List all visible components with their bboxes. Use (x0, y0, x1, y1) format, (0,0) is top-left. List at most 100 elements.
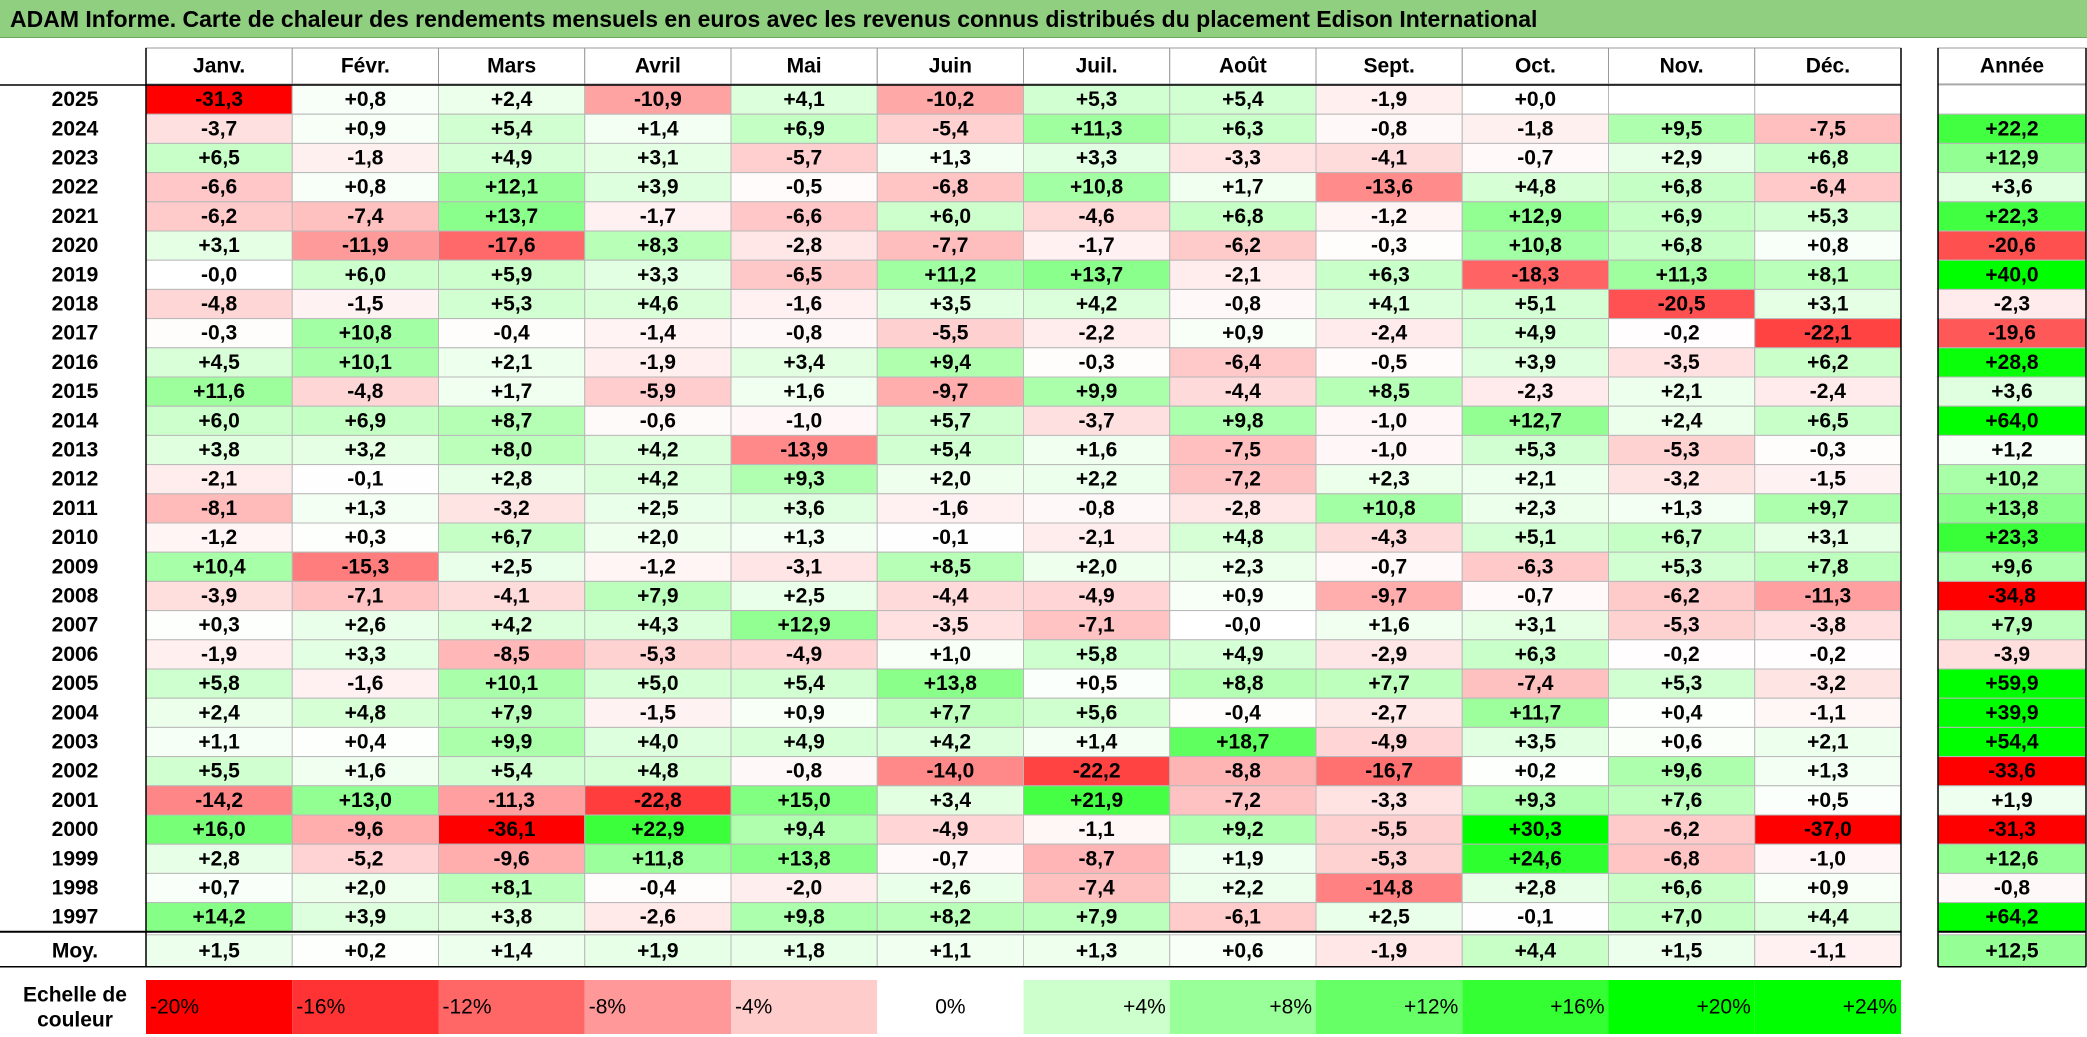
heatmap-cell (584, 376, 732, 407)
heatmap-cell-value: -1,6 (786, 293, 822, 316)
year-label: 2013 (52, 439, 99, 462)
heatmap-cell-value: +5,3 (1515, 439, 1556, 462)
heatmap-cell (1315, 113, 1463, 144)
heatmap-cell-value: +2,1 (1661, 380, 1703, 403)
average-cell (1461, 934, 1609, 968)
heatmap-cell (145, 668, 293, 699)
heatmap-cell (291, 493, 439, 524)
heatmap-cell-value: +0,9 (1222, 322, 1263, 345)
heatmap-cell-value: +4,9 (491, 147, 532, 170)
heatmap-cell (145, 288, 293, 320)
heatmap-cell (876, 668, 1024, 699)
scale-swatch-label: -12% (443, 996, 492, 1019)
heatmap-cell (730, 522, 878, 553)
heatmap-cell-value: +0,8 (1807, 234, 1849, 257)
heatmap-cell-value: -0,7 (1371, 555, 1407, 578)
heatmap-cell-value: -14,2 (195, 789, 243, 812)
heatmap-cell (876, 580, 1024, 612)
heatmap-cell-value: +0,6 (1661, 731, 1702, 754)
annual-cell-value: -34,8 (1988, 585, 2036, 608)
heatmap-cell-value: -1,6 (932, 497, 968, 520)
heatmap-cell-value: -0,4 (1225, 701, 1262, 724)
heatmap-cell-value: +0,9 (1222, 585, 1263, 608)
heatmap-cell (291, 639, 439, 670)
heatmap-cell-value: -2,0 (786, 877, 822, 900)
heatmap-cell-value: +2,9 (1661, 147, 1702, 170)
heatmap-cell-value: -5,5 (932, 322, 969, 345)
heatmap-cell-value: -0,8 (786, 322, 823, 345)
scale-swatch (1023, 980, 1170, 1034)
heatmap-cell-value: +9,7 (1807, 497, 1848, 520)
heatmap-cell (438, 84, 586, 115)
heatmap-cell-value: +10,1 (485, 672, 538, 695)
heatmap-cell-value: +2,0 (930, 468, 971, 491)
year-label: 2003 (52, 731, 99, 754)
heatmap-cell-value: -9,6 (347, 818, 383, 841)
heatmap-cell-value: +9,3 (783, 468, 824, 491)
heatmap-cell (145, 580, 293, 612)
heatmap-cell-value: +2,8 (198, 847, 240, 870)
heatmap-cell (730, 493, 878, 524)
heatmap-cell (876, 464, 1024, 495)
heatmap-cell-value: -1,1 (1810, 701, 1847, 724)
heatmap-cell (145, 551, 293, 582)
heatmap-cell (438, 201, 586, 232)
heatmap-cell (1608, 434, 1756, 466)
heatmap-cell (1608, 230, 1756, 261)
heatmap-cell-value: -3,3 (1225, 147, 1261, 170)
annual-header-cell (1937, 47, 2087, 85)
heatmap-cell (1461, 288, 1609, 320)
heatmap-cell (1461, 172, 1609, 203)
heatmap-cell-value: -1,8 (1517, 117, 1554, 140)
heatmap-cell-value: +7,7 (1368, 672, 1409, 695)
heatmap-cell (1608, 726, 1756, 758)
annual-cell-value: -31,3 (1988, 818, 2036, 841)
month-header-label: Nov. (1660, 55, 1704, 78)
heatmap-cell (1169, 434, 1317, 466)
heatmap-cell (1169, 726, 1317, 758)
heatmap-cell-value: +5,3 (1661, 555, 1702, 578)
heatmap-cell-value: -9,7 (932, 380, 968, 403)
heatmap-cell-value: +7,8 (1807, 555, 1849, 578)
heatmap-cell (1315, 405, 1463, 436)
heatmap-cell-value: -2,1 (201, 468, 238, 491)
heatmap-cell-value: -5,3 (640, 643, 676, 666)
heatmap-cell-value: -22,8 (634, 789, 682, 812)
heatmap-cell (1315, 84, 1463, 115)
heatmap-cell (1461, 522, 1609, 553)
heatmap-cell-value: -7,1 (1079, 614, 1116, 637)
heatmap-cell-value: +2,0 (345, 877, 386, 900)
scale-swatch (146, 980, 293, 1034)
heatmap-cell-value: -4,9 (1371, 731, 1407, 754)
heatmap-cell-value: +2,5 (1368, 906, 1410, 929)
heatmap-cell-value: -3,2 (1810, 672, 1846, 695)
month-header-label: Juil. (1076, 55, 1118, 78)
average-cell-value: +1,3 (1076, 939, 1117, 962)
heatmap-cell (438, 405, 586, 436)
heatmap-cell-value: +1,3 (1807, 760, 1848, 783)
heatmap-cell-value: -1,1 (1079, 818, 1116, 841)
heatmap-cell-value: +22,9 (631, 818, 684, 841)
heatmap-cell (1754, 259, 1902, 290)
heatmap-cell (1023, 639, 1171, 670)
heatmap-cell-value: +1,1 (198, 731, 240, 754)
heatmap-cell-value: +0,9 (783, 701, 824, 724)
heatmap-cell (1608, 697, 1756, 728)
heatmap-cell (1315, 259, 1463, 290)
heatmap-cell-value: -7,5 (1810, 117, 1847, 140)
heatmap-cell-value: +2,6 (930, 877, 971, 900)
heatmap-cell-value: -6,4 (1225, 351, 1262, 374)
heatmap-cell-value: +6,8 (1807, 147, 1849, 170)
heatmap-cell-value: -22,1 (1804, 322, 1852, 345)
heatmap-cell-value: +12,7 (1509, 409, 1562, 432)
heatmap-cell-value: -6,6 (786, 205, 822, 228)
heatmap-cell-value: +10,8 (339, 322, 392, 345)
heatmap-cell (1023, 464, 1171, 495)
heatmap-cell-value: +4,2 (637, 439, 678, 462)
heatmap-cell-value: +4,2 (930, 731, 971, 754)
heatmap-cell-value: +10,4 (193, 555, 246, 578)
heatmap-cell-value: +7,9 (1076, 906, 1117, 929)
heatmap-cell (730, 376, 878, 407)
scale-swatch (292, 980, 439, 1034)
heatmap-cell-value: +5,6 (1076, 701, 1117, 724)
